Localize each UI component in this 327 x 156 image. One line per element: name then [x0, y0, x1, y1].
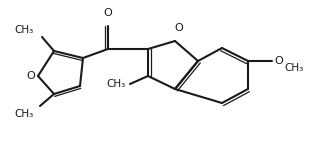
Text: O: O [274, 56, 283, 66]
Text: CH₃: CH₃ [107, 79, 126, 89]
Text: O: O [26, 71, 35, 81]
Text: CH₃: CH₃ [284, 63, 303, 73]
Text: CH₃: CH₃ [15, 25, 34, 35]
Text: O: O [175, 23, 183, 33]
Text: CH₃: CH₃ [15, 109, 34, 119]
Text: O: O [104, 8, 112, 18]
